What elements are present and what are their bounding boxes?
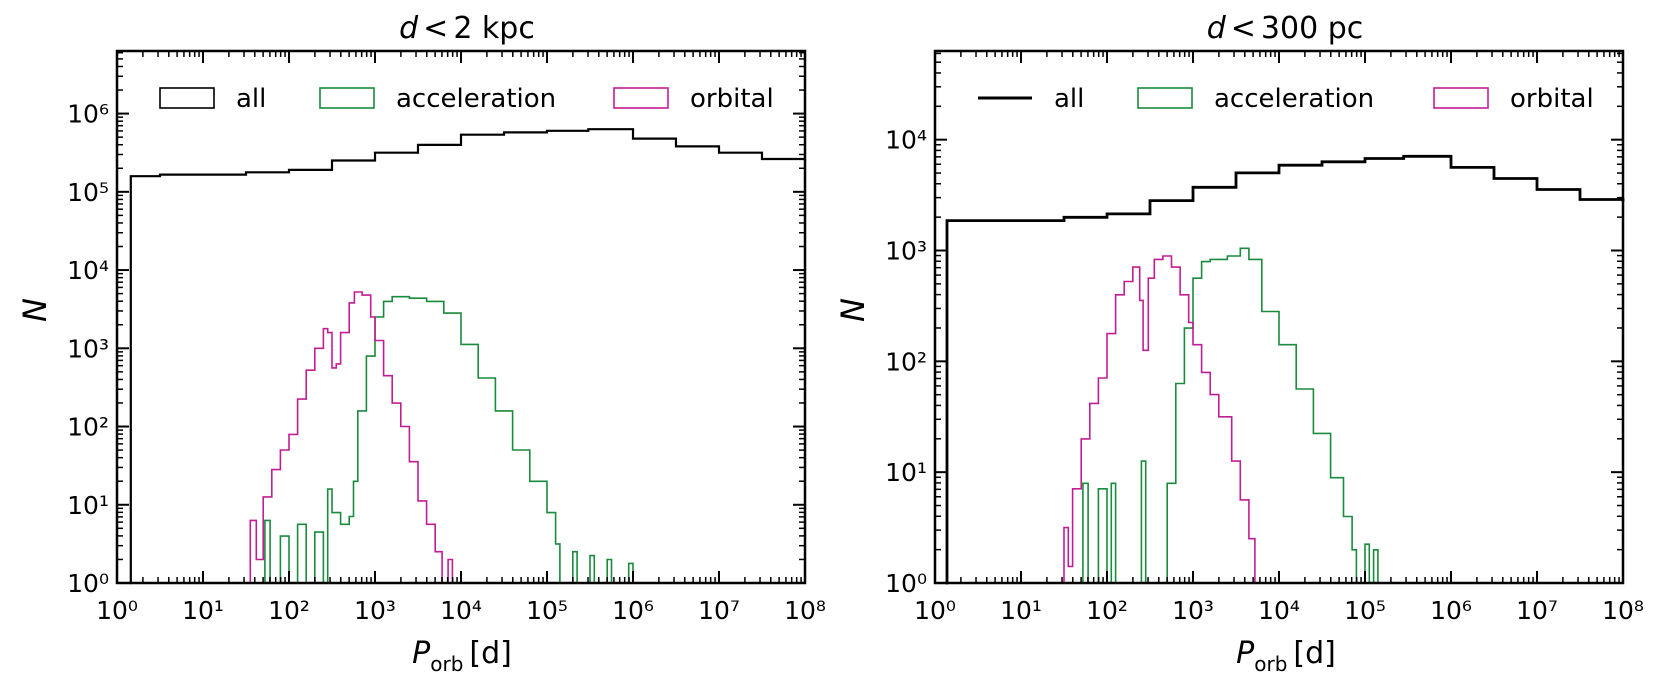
y-tick-label: 10¹	[885, 458, 927, 487]
panel-title: d <300 pc	[1207, 11, 1364, 46]
y-tick-label: 10⁶	[67, 100, 109, 129]
series-acceleration	[1081, 247, 1379, 584]
panel-d-lt-2kpc: d <2 kpc 10⁰ 10¹ 10² 10³ 10⁴ 10⁵ 10⁶ 10⁷ 10⁸10⁰10…	[16, 11, 826, 676]
x-tick-label: 10⁰	[914, 596, 956, 625]
legend-swatch-acceleration	[1137, 87, 1193, 109]
y-tick-label: 10⁰	[885, 569, 927, 598]
x-tick-label: 10⁰	[96, 596, 138, 625]
y-tick-label: 10³	[67, 334, 109, 363]
x-tick-label: 10¹	[1000, 596, 1042, 625]
x-tick-label: 10⁵	[526, 596, 568, 625]
legend-label-all: all	[236, 84, 266, 114]
x-tick-label: 10³	[354, 596, 396, 625]
series-all	[945, 154, 1625, 585]
y-tick-label: 10³	[885, 237, 927, 266]
x-tick-label: 10⁸	[784, 596, 826, 625]
y-tick-label: 10⁴	[67, 256, 109, 285]
y-tick-label: 10²	[885, 347, 927, 376]
y-tick-label: 10⁵	[67, 178, 109, 207]
plot-area: 10⁰ 10¹ 10² 10³ 10⁴ 10⁵ 10⁶ 10⁷ 10⁸ 10⁰ 10¹ 10² 10³ 1…	[885, 49, 1644, 625]
x-tick-label: 10⁴	[1258, 596, 1300, 625]
panel-title: d <2 kpc	[399, 11, 535, 46]
series-orbital	[1059, 255, 1256, 584]
x-tick-label: 10⁴	[440, 596, 482, 625]
y-tick-label: 10⁴	[885, 126, 927, 155]
legend-swatch-acceleration	[319, 87, 375, 109]
legend-swatch-all	[159, 87, 215, 109]
x-tick-label: 10²	[268, 596, 310, 625]
legend-label-all: all	[1054, 84, 1084, 114]
x-tick-label: 10³	[1172, 596, 1214, 625]
y-tick-label: 10¹	[67, 491, 109, 520]
panel-d-lt-300pc: d <300 pc 10⁰ 10¹ 10² 10³ 10⁴ 10⁵ 10⁶ 10⁷ 10⁸10⁰1…	[834, 11, 1644, 676]
legend-label-acceleration: acceleration	[1214, 84, 1374, 114]
x-tick-label: 10²	[1086, 596, 1128, 625]
x-tick-label: 10⁶	[612, 596, 654, 625]
legend: all acceleration orbital	[159, 84, 774, 114]
x-tick-label: 10⁶	[1430, 596, 1472, 625]
series-orbital	[246, 291, 454, 584]
y-tick-label: 10⁰	[67, 569, 109, 598]
y-tick-label: 10²	[67, 413, 109, 442]
x-axis-label: Porb [d]	[1236, 636, 1336, 676]
x-tick-label: 10⁷	[698, 596, 740, 625]
x-tick-label: 10⁸	[1602, 596, 1644, 625]
series-acceleration	[263, 295, 634, 584]
legend-label-acceleration: acceleration	[396, 84, 556, 114]
y-axis-label: N	[834, 298, 872, 322]
plot-area: 10⁰ 10¹ 10² 10³ 10⁴ 10⁵ 10⁶ 10⁷ 10⁸ 10⁰ 10¹ 10² 10³ 1…	[67, 49, 826, 625]
legend-swatch-orbital	[1433, 87, 1489, 109]
legend-label-orbital: orbital	[1510, 84, 1594, 114]
x-tick-label: 10⁵	[1344, 596, 1386, 625]
x-tick-label: 10¹	[182, 596, 224, 625]
series-all	[129, 128, 807, 585]
x-tick-label: 10⁷	[1516, 596, 1558, 625]
x-axis-label: Porb [d]	[412, 636, 512, 676]
legend: all acceleration orbital	[978, 84, 1594, 114]
legend-swatch-orbital	[613, 87, 669, 109]
y-axis-label: N	[16, 298, 54, 322]
legend-label-orbital: orbital	[690, 84, 774, 114]
